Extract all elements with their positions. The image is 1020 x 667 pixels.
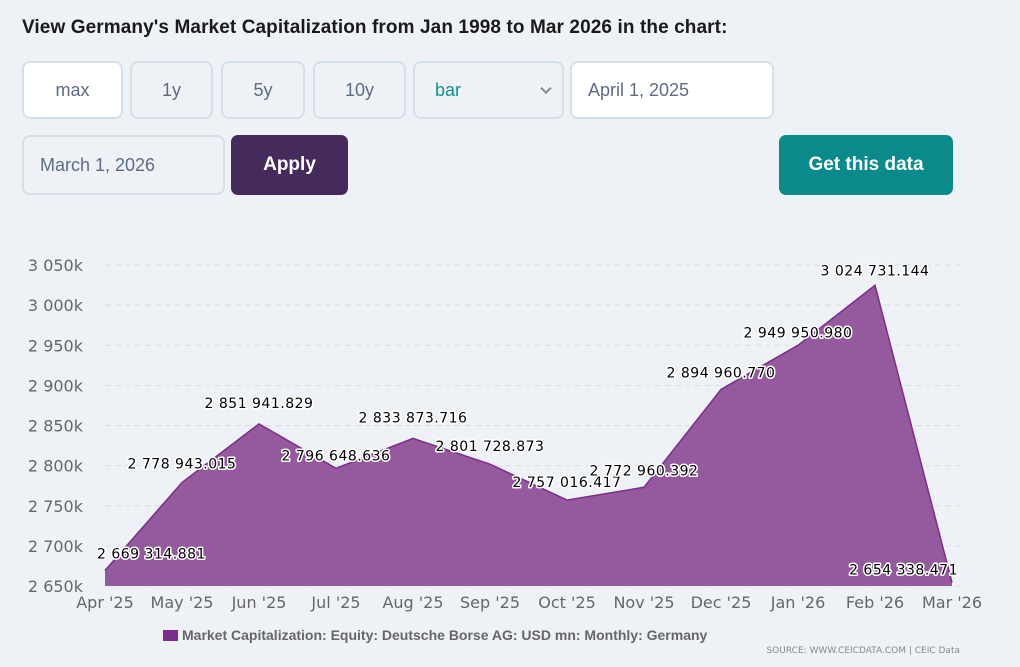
range-1y-button[interactable]: 1y: [130, 61, 213, 119]
series-area-fill: [105, 285, 952, 586]
data-label: 2 796 648.636: [282, 448, 391, 464]
x-tick-label: Aug '25: [382, 593, 443, 612]
x-tick-label: May '25: [151, 593, 214, 612]
y-tick-label: 2 800k: [28, 457, 84, 476]
market-cap-chart: 2 650k 2 700k 2 750k 2 800k 2 850k 2 900k 2 95…: [28, 256, 982, 612]
x-tick-label: Jul '25: [310, 593, 360, 612]
range-5y-button[interactable]: 5y: [221, 61, 305, 119]
data-label: 2 949 950.980: [744, 325, 853, 341]
chevron-down-icon: [540, 82, 552, 95]
x-tick-label: Nov '25: [613, 593, 674, 612]
y-tick-label: 3 050k: [28, 256, 84, 275]
chart-legend[interactable]: Market Capitalization: Equity: Deutsche …: [163, 627, 707, 643]
x-tick-label: Dec '25: [691, 593, 752, 612]
end-date-input[interactable]: March 1, 2026: [22, 135, 225, 195]
data-label: 2 778 943.015: [128, 457, 237, 473]
range-max-button[interactable]: max: [22, 61, 123, 119]
y-tick-label: 2 850k: [28, 417, 84, 436]
data-label: 2 654 338.471: [849, 563, 958, 579]
x-tick-label: Jun '25: [231, 593, 287, 612]
series-line: [104, 284, 953, 583]
data-label: 2 669 314.881: [97, 546, 206, 562]
data-label: 2 757 016.417: [513, 475, 622, 491]
x-axis-ticks: Apr '25 May '25 Jun '25 Jul '25 Aug '25 Sep '…: [76, 593, 982, 612]
data-label: 3 024 731.144: [821, 263, 930, 279]
data-labels: 2 669 314.881 2 778 943.015 2 851 941.829 2…: [96, 262, 960, 580]
x-tick-label: Apr '25: [76, 593, 134, 612]
range-10y-button[interactable]: 10y: [313, 61, 406, 119]
series-area: [104, 284, 953, 586]
legend-label: Market Capitalization: Equity: Deutsche …: [182, 627, 708, 643]
chart-type-value: bar: [435, 79, 462, 100]
start-date-input[interactable]: April 1, 2025: [570, 61, 774, 119]
get-this-data-button[interactable]: Get this data: [779, 135, 953, 195]
data-label: 2 894 960.770: [667, 365, 776, 381]
y-tick-label: 2 650k: [28, 577, 84, 596]
y-tick-label: 2 950k: [28, 336, 84, 355]
data-label: 2 833 873.716: [359, 410, 468, 426]
x-tick-label: Mar '26: [922, 593, 982, 612]
y-tick-label: 2 900k: [28, 376, 84, 395]
x-tick-label: Sep '25: [460, 593, 520, 612]
data-label: 2 772 960.392: [590, 463, 699, 479]
data-label: 2 801 728.873: [436, 439, 545, 455]
y-tick-label: 2 750k: [28, 497, 84, 516]
apply-button[interactable]: Apply: [231, 135, 348, 195]
x-tick-label: Jan '26: [770, 593, 826, 612]
legend-swatch: [163, 629, 178, 641]
y-tick-label: 3 000k: [28, 296, 84, 315]
data-label: 2 851 941.829: [205, 396, 314, 412]
x-tick-label: Oct '25: [538, 593, 596, 612]
source-credit: SOURCE: WWW.CEICDATA.COM | CEIC Data: [766, 646, 960, 656]
x-tick-label: Feb '26: [846, 593, 904, 612]
y-tick-label: 2 700k: [28, 537, 84, 556]
chart-type-select[interactable]: bar: [413, 61, 564, 119]
y-axis-ticks: 2 650k 2 700k 2 750k 2 800k 2 850k 2 900k 2 95…: [28, 256, 84, 596]
page-title: View Germany's Market Capitalization fro…: [22, 17, 728, 38]
